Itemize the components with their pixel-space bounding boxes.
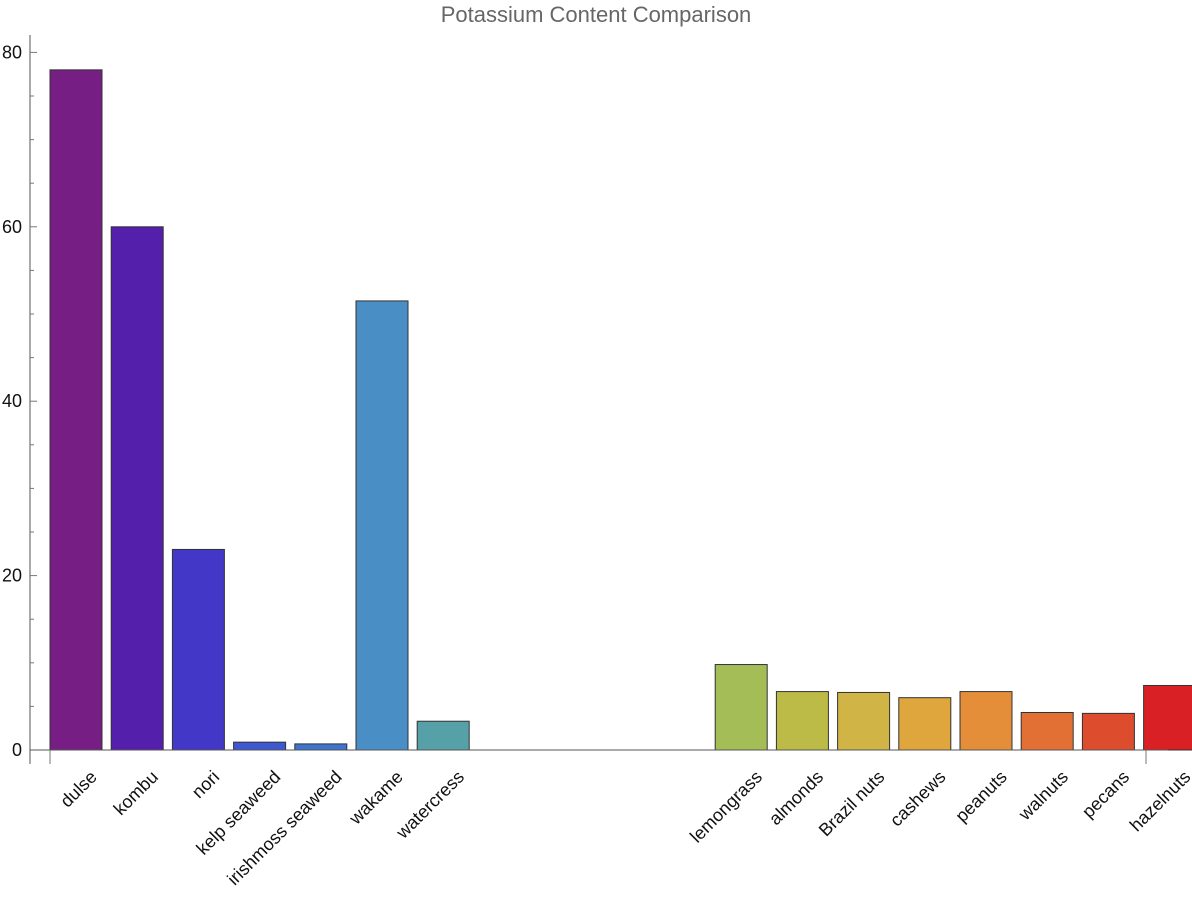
bar-hazelnuts xyxy=(1143,684,1192,751)
bar-cashews xyxy=(898,697,952,751)
x-tick-label: irishmoss seaweed xyxy=(223,767,345,889)
bars xyxy=(49,69,1192,751)
x-tick-label: pecans xyxy=(1078,767,1133,822)
y-tick-label: 40 xyxy=(2,391,22,411)
x-tick-label: lemongrass xyxy=(686,767,766,847)
x-tick-label: nori xyxy=(188,767,223,802)
x-tick-label: cashews xyxy=(886,767,950,831)
bar-walnuts xyxy=(1020,712,1074,751)
y-tick-label: 20 xyxy=(2,566,22,586)
chart-title: Potassium Content Comparison xyxy=(441,2,752,27)
y-tick-label: 0 xyxy=(12,740,22,760)
bar-watercress xyxy=(416,720,470,751)
bar-pecans xyxy=(1081,712,1135,751)
bar-irishmoss-seaweed xyxy=(294,743,348,751)
x-tick-label: kombu xyxy=(110,767,162,819)
bar-dulse xyxy=(49,69,103,751)
x-tick-label: almonds xyxy=(765,767,827,829)
x-tick-label: dulse xyxy=(56,767,101,812)
bar-kelp-seaweed xyxy=(233,741,287,751)
bar-wakame xyxy=(355,300,409,751)
x-tick-label: peanuts xyxy=(951,767,1010,826)
bar-nori xyxy=(171,548,225,751)
bar-brazil-nuts xyxy=(837,691,891,751)
bar-kombu xyxy=(110,226,164,751)
y-axis: 0 20 40 60 80 xyxy=(2,34,37,764)
bar-almonds xyxy=(775,691,829,751)
bar-lemongrass xyxy=(714,664,768,751)
x-tick-label: hazelnuts xyxy=(1126,767,1192,836)
x-tick-label: wakame xyxy=(345,767,407,829)
x-tick-label: Brazil nuts xyxy=(815,767,889,841)
bar-peanuts xyxy=(959,691,1013,751)
x-tick-label: walnuts xyxy=(1014,767,1072,825)
y-tick-label: 60 xyxy=(2,217,22,237)
y-tick-label: 80 xyxy=(2,42,22,62)
